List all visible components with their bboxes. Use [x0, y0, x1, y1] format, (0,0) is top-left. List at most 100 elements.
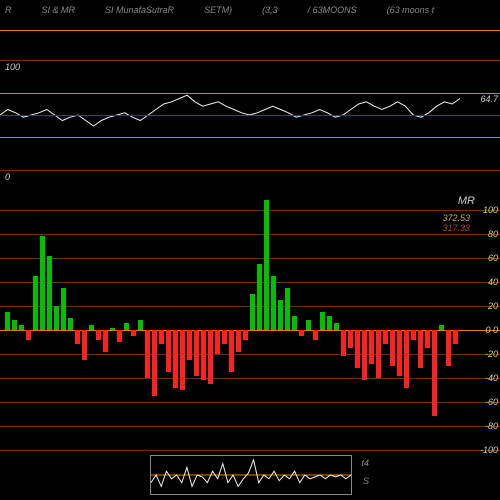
mr-bar [229, 330, 234, 372]
mr-bar [117, 330, 122, 342]
mr-bar [390, 330, 395, 366]
header-item: R [5, 5, 12, 20]
gridline [0, 426, 500, 427]
mr-bar [243, 330, 248, 340]
gridline [0, 402, 500, 403]
gridline [0, 137, 500, 138]
axis-label: -80 [485, 421, 498, 431]
mr-bar [54, 306, 59, 330]
mr-bar [75, 330, 80, 344]
mr-bar [131, 330, 136, 336]
axis-label: 40 [488, 277, 498, 287]
gridline [0, 60, 500, 61]
mr-bar [446, 330, 451, 366]
mr-bar [5, 312, 10, 330]
mr-bar [299, 330, 304, 336]
mr-bar [180, 330, 185, 390]
axis-label: 60 [488, 253, 498, 263]
mr-bar [166, 330, 171, 372]
mr-bar [152, 330, 157, 396]
mr-bar [271, 276, 276, 330]
mr-bar [26, 330, 31, 340]
header-item: SI MunafaSutraR [105, 5, 174, 20]
mr-bar [61, 288, 66, 330]
mr-bar [33, 276, 38, 330]
mr-bar [12, 320, 17, 330]
mini-panel: t4S [150, 455, 352, 495]
panel-label: MR [458, 195, 475, 207]
mr-bar [47, 256, 52, 330]
axis-label: 0 0 [485, 325, 498, 335]
header-item: SETM) [204, 5, 232, 20]
header-item: (63 moons t [387, 5, 435, 20]
mr-bar [173, 330, 178, 388]
current-value-label: 64.7 [480, 94, 498, 104]
mr-bar [208, 330, 213, 384]
mr-bar [453, 330, 458, 344]
mr-bar [278, 300, 283, 330]
axis-label: 100 [483, 205, 498, 215]
gridline [0, 282, 500, 283]
rsi-panel: 100064.7 [0, 60, 500, 170]
axis-label: -20 [485, 349, 498, 359]
mr-bar [285, 288, 290, 330]
chart-container: R SI & MR SI MunafaSutraR SETM) (3,3 / 63MOON… [0, 0, 500, 500]
gridline [0, 93, 500, 94]
gridline [0, 354, 500, 355]
mr-bar [306, 320, 311, 330]
gridline [0, 378, 500, 379]
mr-bar [404, 330, 409, 388]
mr-bar [425, 330, 430, 348]
mr-bar [19, 325, 24, 330]
gridline [0, 115, 500, 116]
mr-bar [320, 312, 325, 330]
header-item: (3,3 [262, 5, 278, 20]
axis-label: -40 [485, 373, 498, 383]
mr-bar [418, 330, 423, 368]
mini-line [151, 456, 351, 494]
mr-bar [313, 330, 318, 340]
mr-bar [439, 325, 444, 330]
header-item: / 63MOONS [308, 5, 357, 20]
value-label: 372.53 [442, 213, 470, 223]
mr-bar [383, 330, 388, 344]
mr-bar [159, 330, 164, 344]
mr-bar [40, 236, 45, 330]
mr-bar [327, 316, 332, 330]
mr-bar [369, 330, 374, 364]
mr-bar [110, 328, 115, 330]
mr-bar [348, 330, 353, 348]
mr-bar [68, 318, 73, 330]
mr-bar [222, 330, 227, 344]
gridline [0, 258, 500, 259]
mr-bar [376, 330, 381, 378]
gridline [0, 450, 500, 451]
mr-bar [341, 330, 346, 356]
mr-bar [201, 330, 206, 380]
mini-label: t4 [361, 458, 369, 468]
mr-bar [236, 330, 241, 352]
mr-bar [250, 294, 255, 330]
mr-bar [103, 330, 108, 352]
axis-label: 20 [488, 301, 498, 311]
mr-bar [362, 330, 367, 380]
mr-bar [138, 320, 143, 330]
mr-bar [257, 264, 262, 330]
axis-label: 80 [488, 229, 498, 239]
mr-bar [124, 323, 129, 330]
axis-label: -100 [480, 445, 498, 455]
mr-bar [334, 323, 339, 330]
axis-label: -60 [485, 397, 498, 407]
mr-bar [432, 330, 437, 416]
mr-bar [411, 330, 416, 340]
chart-header: R SI & MR SI MunafaSutraR SETM) (3,3 / 63MOON… [0, 5, 500, 20]
mr-bar [292, 316, 297, 330]
axis-label: 0 [5, 172, 10, 182]
mr-bar [145, 330, 150, 378]
mr-bar [89, 325, 94, 330]
header-item: SI & MR [42, 5, 76, 20]
gridline [0, 210, 500, 211]
mr-bar [187, 330, 192, 360]
axis-label: 100 [5, 62, 20, 72]
mr-panel: 100806040200 0-20-40-60-80-100MR372.5331… [0, 210, 500, 450]
